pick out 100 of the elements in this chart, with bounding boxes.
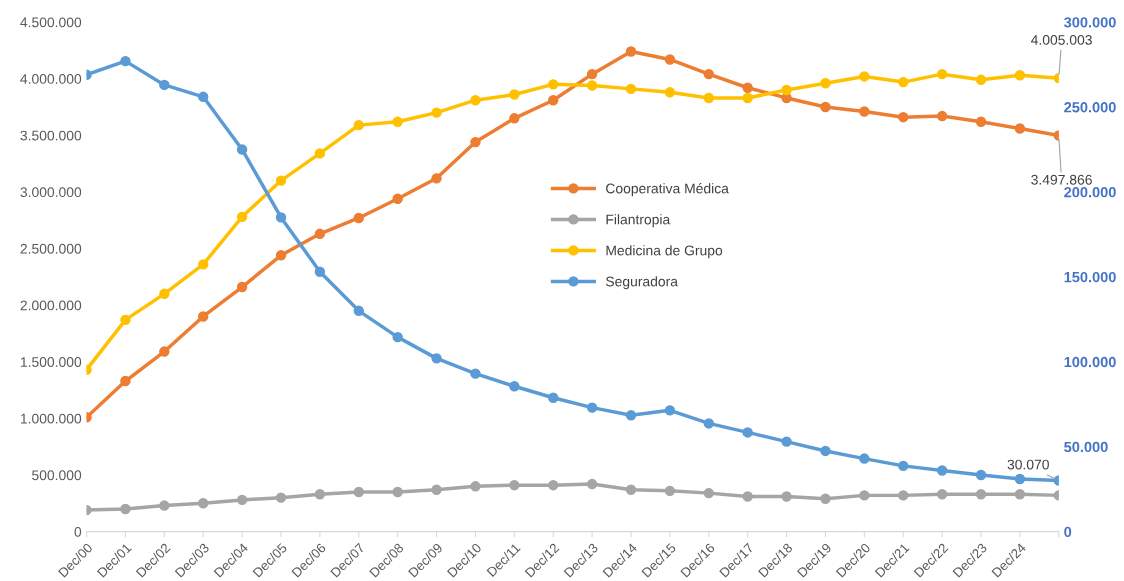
point bbox=[159, 500, 170, 511]
point bbox=[314, 266, 326, 277]
point bbox=[625, 484, 637, 495]
point bbox=[781, 436, 792, 447]
point bbox=[509, 479, 520, 491]
y-tick-label: 4.000.000 bbox=[20, 74, 82, 84]
point bbox=[353, 305, 364, 317]
point bbox=[703, 92, 715, 104]
y-tick-label: 4.500.000 bbox=[20, 17, 82, 28]
point bbox=[625, 410, 637, 421]
point bbox=[431, 353, 442, 364]
y-tick-label: 3.000.000 bbox=[20, 187, 82, 198]
data-label: 3.497.866 bbox=[1031, 174, 1092, 185]
point bbox=[431, 107, 442, 118]
point bbox=[548, 392, 559, 403]
point bbox=[548, 479, 559, 491]
point bbox=[431, 484, 442, 495]
y2-tick-label: 0 bbox=[1064, 526, 1072, 538]
point bbox=[236, 211, 248, 223]
point bbox=[120, 375, 131, 387]
point bbox=[431, 173, 442, 184]
point bbox=[353, 119, 364, 131]
point bbox=[664, 405, 676, 416]
point bbox=[742, 92, 753, 104]
point bbox=[820, 101, 831, 113]
point bbox=[859, 453, 870, 464]
y2-tick-label: 100.000 bbox=[1064, 356, 1116, 368]
point bbox=[198, 259, 209, 270]
y2-tick-label: 250.000 bbox=[1064, 102, 1116, 113]
point bbox=[392, 331, 403, 343]
point bbox=[509, 89, 520, 100]
point bbox=[353, 212, 364, 224]
point bbox=[159, 79, 170, 91]
data-label: 30.070 bbox=[1007, 459, 1049, 470]
point bbox=[275, 212, 287, 223]
point bbox=[470, 136, 481, 148]
legend-label: Medicina de Grupo bbox=[606, 245, 723, 259]
y-tick-label: 3.500.000 bbox=[20, 130, 82, 141]
point bbox=[936, 110, 948, 122]
point bbox=[236, 281, 248, 293]
point bbox=[898, 460, 909, 472]
point bbox=[625, 46, 637, 57]
point bbox=[120, 55, 131, 67]
y-tick-label: 0 bbox=[74, 526, 82, 537]
y-tick-label: 500.000 bbox=[32, 470, 82, 481]
y-tick-label: 2.000.000 bbox=[20, 300, 82, 311]
point bbox=[936, 68, 948, 80]
y2-tick-label: 150.000 bbox=[1064, 271, 1116, 283]
legend-label: Seguradora bbox=[606, 276, 678, 290]
point bbox=[859, 71, 870, 82]
point bbox=[1014, 489, 1026, 500]
point bbox=[586, 478, 598, 490]
point bbox=[820, 78, 831, 89]
point bbox=[1014, 473, 1026, 485]
point bbox=[236, 144, 248, 155]
point bbox=[392, 116, 403, 127]
point bbox=[742, 491, 753, 502]
point bbox=[586, 80, 598, 91]
point bbox=[898, 76, 909, 88]
legend-label: Filantropia bbox=[606, 214, 671, 228]
point bbox=[664, 54, 676, 65]
point bbox=[159, 288, 170, 300]
point bbox=[975, 74, 987, 86]
point bbox=[198, 91, 209, 103]
y2-tick-label: 200.000 bbox=[1064, 187, 1116, 198]
point bbox=[936, 465, 948, 476]
point bbox=[275, 175, 287, 186]
point bbox=[198, 311, 209, 322]
point bbox=[975, 116, 987, 127]
point bbox=[820, 493, 831, 504]
point bbox=[1014, 70, 1026, 81]
point bbox=[198, 498, 209, 509]
point bbox=[586, 402, 598, 413]
point bbox=[703, 418, 715, 429]
point bbox=[703, 68, 715, 80]
point bbox=[664, 485, 676, 497]
point bbox=[236, 494, 248, 506]
point bbox=[781, 491, 792, 502]
point bbox=[898, 111, 909, 123]
point bbox=[314, 228, 326, 240]
y2-tick-label: 300.000 bbox=[1064, 17, 1116, 28]
point bbox=[159, 346, 170, 357]
y-tick-label: 1.500.000 bbox=[20, 357, 82, 367]
point bbox=[859, 490, 870, 501]
point bbox=[392, 193, 403, 204]
y2-tick-label: 50.000 bbox=[1064, 441, 1108, 453]
point bbox=[703, 487, 715, 499]
legend-label: Cooperativa Médica bbox=[606, 183, 729, 197]
point bbox=[664, 87, 676, 98]
data-label: 4.005.003 bbox=[1031, 34, 1092, 45]
point bbox=[275, 250, 287, 261]
point bbox=[353, 486, 364, 498]
point bbox=[470, 481, 481, 492]
point bbox=[586, 68, 598, 80]
point bbox=[742, 427, 753, 438]
point bbox=[898, 490, 909, 501]
point bbox=[742, 82, 753, 93]
point bbox=[509, 113, 520, 124]
point bbox=[548, 94, 559, 106]
point bbox=[314, 148, 326, 159]
